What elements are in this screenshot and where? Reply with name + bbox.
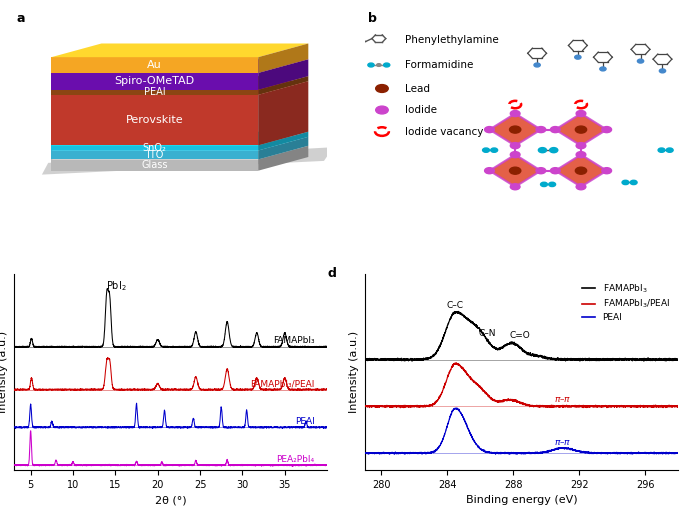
Polygon shape bbox=[258, 132, 308, 150]
Polygon shape bbox=[556, 155, 607, 187]
Text: PEAI: PEAI bbox=[295, 417, 314, 426]
Circle shape bbox=[377, 64, 381, 66]
Polygon shape bbox=[51, 137, 308, 150]
Circle shape bbox=[358, 38, 364, 41]
Circle shape bbox=[536, 168, 546, 174]
Polygon shape bbox=[51, 57, 258, 73]
Text: Spiro-OMeTAD: Spiro-OMeTAD bbox=[114, 76, 195, 86]
Polygon shape bbox=[556, 113, 607, 146]
Circle shape bbox=[630, 180, 637, 184]
Polygon shape bbox=[51, 76, 308, 90]
Circle shape bbox=[658, 148, 665, 152]
Circle shape bbox=[576, 110, 586, 117]
Circle shape bbox=[484, 168, 495, 174]
Text: Phenylethylamine: Phenylethylamine bbox=[406, 35, 499, 44]
Polygon shape bbox=[258, 76, 308, 95]
Polygon shape bbox=[51, 95, 258, 146]
Circle shape bbox=[510, 126, 521, 133]
Text: Lead: Lead bbox=[406, 83, 430, 94]
Polygon shape bbox=[51, 150, 258, 159]
Text: PbI$_2$: PbI$_2$ bbox=[106, 278, 127, 292]
Circle shape bbox=[510, 152, 520, 158]
Circle shape bbox=[622, 180, 629, 184]
Polygon shape bbox=[258, 146, 308, 171]
Polygon shape bbox=[258, 81, 308, 146]
Text: Iodide: Iodide bbox=[406, 105, 438, 115]
Polygon shape bbox=[51, 146, 258, 150]
Polygon shape bbox=[258, 43, 308, 73]
Text: d: d bbox=[327, 267, 336, 280]
Circle shape bbox=[667, 148, 673, 152]
Polygon shape bbox=[490, 113, 541, 146]
Polygon shape bbox=[51, 146, 308, 159]
Text: FAMAPbI₃/PEAI: FAMAPbI₃/PEAI bbox=[250, 379, 314, 388]
Polygon shape bbox=[51, 43, 308, 57]
Y-axis label: Intensity (a.u.): Intensity (a.u.) bbox=[349, 331, 359, 413]
X-axis label: 2θ (°): 2θ (°) bbox=[155, 495, 186, 505]
Circle shape bbox=[490, 148, 497, 152]
Polygon shape bbox=[51, 132, 308, 146]
Text: Glass: Glass bbox=[142, 160, 168, 170]
Text: SnO₂: SnO₂ bbox=[142, 143, 166, 153]
Circle shape bbox=[575, 55, 581, 59]
Text: Formamidine: Formamidine bbox=[406, 60, 474, 70]
Circle shape bbox=[510, 167, 521, 174]
Text: FAMAPbI₃: FAMAPbI₃ bbox=[273, 336, 314, 345]
Circle shape bbox=[549, 182, 556, 187]
Polygon shape bbox=[490, 155, 541, 187]
Circle shape bbox=[551, 168, 560, 174]
Circle shape bbox=[549, 148, 558, 153]
Text: ITO: ITO bbox=[147, 150, 163, 160]
Circle shape bbox=[368, 63, 374, 67]
Polygon shape bbox=[258, 59, 308, 90]
Polygon shape bbox=[51, 73, 258, 90]
Text: $\pi$–$\pi$: $\pi$–$\pi$ bbox=[554, 438, 572, 448]
Polygon shape bbox=[258, 137, 308, 159]
Polygon shape bbox=[51, 59, 308, 73]
Circle shape bbox=[638, 59, 644, 63]
Circle shape bbox=[602, 127, 612, 133]
Text: Perovskite: Perovskite bbox=[126, 115, 184, 125]
Circle shape bbox=[575, 126, 586, 133]
Polygon shape bbox=[51, 81, 308, 95]
Circle shape bbox=[576, 184, 586, 190]
Circle shape bbox=[538, 148, 547, 153]
Polygon shape bbox=[42, 147, 334, 175]
Text: C–N: C–N bbox=[479, 329, 496, 338]
Circle shape bbox=[484, 127, 495, 133]
Circle shape bbox=[540, 182, 547, 187]
Text: C–C: C–C bbox=[446, 301, 463, 310]
Circle shape bbox=[536, 127, 546, 133]
Circle shape bbox=[551, 127, 560, 133]
Text: PEAI: PEAI bbox=[144, 87, 166, 97]
Circle shape bbox=[576, 152, 586, 158]
Legend: FAMAPbI$_3$, FAMAPbI$_3$/PEAI, PEAI: FAMAPbI$_3$, FAMAPbI$_3$/PEAI, PEAI bbox=[578, 279, 673, 326]
Circle shape bbox=[602, 168, 612, 174]
Circle shape bbox=[660, 69, 666, 73]
Circle shape bbox=[534, 63, 540, 67]
Text: Au: Au bbox=[147, 60, 162, 70]
Text: PEA₂PbI₄: PEA₂PbI₄ bbox=[276, 455, 314, 464]
Polygon shape bbox=[51, 159, 258, 171]
Text: Iodide vacancy: Iodide vacancy bbox=[406, 127, 484, 136]
Circle shape bbox=[510, 184, 520, 190]
Polygon shape bbox=[51, 90, 258, 95]
Circle shape bbox=[575, 167, 586, 174]
Circle shape bbox=[375, 85, 388, 92]
Y-axis label: Intensity (a.u.): Intensity (a.u.) bbox=[0, 331, 8, 413]
X-axis label: Binding energy (eV): Binding energy (eV) bbox=[466, 495, 577, 505]
Circle shape bbox=[375, 106, 388, 114]
Circle shape bbox=[510, 110, 520, 117]
Text: $\pi$–$\pi$: $\pi$–$\pi$ bbox=[554, 395, 572, 404]
Circle shape bbox=[576, 143, 586, 149]
Circle shape bbox=[384, 63, 390, 67]
Circle shape bbox=[600, 67, 606, 71]
Text: C=O: C=O bbox=[510, 331, 531, 340]
Circle shape bbox=[482, 148, 490, 152]
Circle shape bbox=[510, 143, 520, 149]
Text: b: b bbox=[368, 12, 377, 25]
Text: a: a bbox=[17, 12, 25, 25]
